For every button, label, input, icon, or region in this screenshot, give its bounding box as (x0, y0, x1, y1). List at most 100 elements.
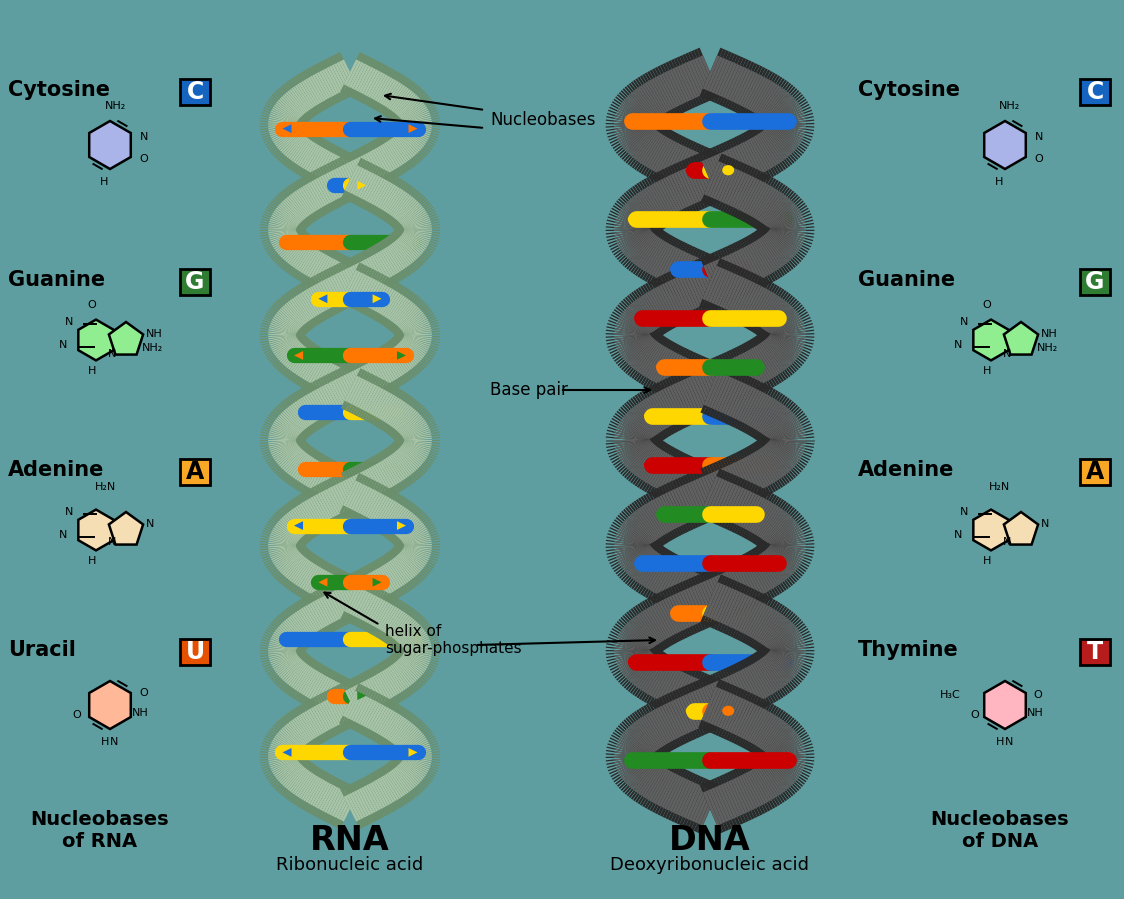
Text: Cytosine: Cytosine (858, 80, 960, 100)
Polygon shape (89, 681, 130, 729)
Text: H₃C: H₃C (941, 690, 961, 700)
Text: H: H (982, 556, 991, 566)
Polygon shape (357, 691, 366, 700)
Bar (180, 269, 210, 295)
Polygon shape (109, 322, 143, 354)
Text: NH₂: NH₂ (1037, 343, 1059, 353)
Polygon shape (89, 121, 130, 169)
Text: N: N (1035, 132, 1043, 142)
Ellipse shape (752, 509, 764, 520)
Ellipse shape (737, 263, 750, 273)
Polygon shape (318, 578, 327, 587)
Text: O: O (970, 710, 979, 720)
Text: N: N (1003, 537, 1012, 547)
Text: O: O (1033, 690, 1042, 700)
Ellipse shape (686, 165, 698, 175)
Polygon shape (282, 748, 291, 757)
Bar (180, 459, 210, 485)
Ellipse shape (783, 755, 796, 765)
Text: U: U (185, 640, 205, 664)
Text: G: G (185, 270, 205, 294)
Ellipse shape (634, 558, 646, 568)
Text: H: H (982, 367, 991, 377)
Polygon shape (386, 465, 396, 473)
Ellipse shape (783, 116, 796, 126)
Ellipse shape (670, 608, 682, 618)
Text: N: N (65, 316, 73, 326)
Text: Guanine: Guanine (8, 270, 106, 290)
Text: N: N (1003, 350, 1012, 360)
Text: O: O (1034, 154, 1043, 164)
Polygon shape (318, 294, 327, 303)
Polygon shape (985, 681, 1026, 729)
Ellipse shape (723, 706, 734, 716)
Polygon shape (294, 351, 303, 360)
Bar (1080, 269, 1111, 295)
Polygon shape (294, 521, 303, 530)
Text: NH: NH (1027, 708, 1044, 718)
Text: G: G (1086, 270, 1105, 294)
Polygon shape (334, 181, 343, 190)
Text: DNA: DNA (669, 823, 751, 857)
Polygon shape (405, 237, 414, 246)
Polygon shape (1004, 322, 1039, 354)
Text: NH: NH (1041, 329, 1058, 339)
Text: H: H (995, 177, 1004, 187)
Polygon shape (985, 121, 1026, 169)
Text: N: N (1005, 737, 1013, 747)
Text: H₂N: H₂N (94, 482, 116, 492)
Text: Deoxyribonucleic acid: Deoxyribonucleic acid (610, 856, 809, 874)
Bar (180, 79, 210, 105)
Ellipse shape (656, 361, 668, 372)
Polygon shape (973, 320, 1008, 360)
Ellipse shape (625, 755, 636, 765)
Ellipse shape (773, 558, 786, 568)
Text: N: N (146, 519, 154, 529)
Text: N: N (108, 350, 117, 360)
Text: N: N (1041, 519, 1050, 529)
Polygon shape (1004, 512, 1039, 545)
Ellipse shape (656, 509, 668, 520)
Text: N: N (953, 340, 962, 350)
Ellipse shape (628, 214, 640, 225)
Polygon shape (397, 521, 406, 530)
Ellipse shape (780, 214, 792, 225)
Polygon shape (109, 512, 143, 545)
Text: N: N (58, 530, 67, 540)
Text: RNA: RNA (310, 823, 390, 857)
Text: C: C (187, 80, 203, 104)
Polygon shape (357, 181, 366, 190)
Polygon shape (408, 124, 417, 133)
Ellipse shape (686, 706, 698, 716)
Ellipse shape (634, 313, 646, 323)
Polygon shape (372, 294, 382, 303)
Ellipse shape (625, 116, 636, 126)
Polygon shape (372, 578, 382, 587)
Text: N: N (65, 507, 73, 517)
Ellipse shape (723, 165, 734, 175)
Bar (1080, 79, 1111, 105)
Ellipse shape (644, 460, 656, 470)
Text: Adenine: Adenine (8, 460, 105, 480)
Ellipse shape (764, 411, 776, 421)
Text: H: H (88, 556, 97, 566)
Text: H: H (101, 737, 109, 747)
Text: Nucleobases
of DNA: Nucleobases of DNA (931, 810, 1069, 851)
Text: Nucleobases: Nucleobases (490, 111, 596, 129)
Polygon shape (386, 408, 396, 416)
Ellipse shape (628, 656, 640, 667)
Ellipse shape (644, 411, 656, 421)
Text: Adenine: Adenine (858, 460, 954, 480)
Polygon shape (79, 320, 114, 360)
Text: A: A (1086, 460, 1104, 484)
Ellipse shape (670, 263, 682, 273)
Bar (180, 639, 210, 665)
Text: N: N (960, 316, 969, 326)
Polygon shape (397, 351, 406, 360)
Text: O: O (139, 688, 147, 698)
Text: Thymine: Thymine (858, 640, 959, 660)
Ellipse shape (752, 361, 764, 372)
Polygon shape (282, 124, 291, 133)
Text: O: O (88, 300, 97, 310)
Text: NH₂: NH₂ (105, 101, 126, 111)
